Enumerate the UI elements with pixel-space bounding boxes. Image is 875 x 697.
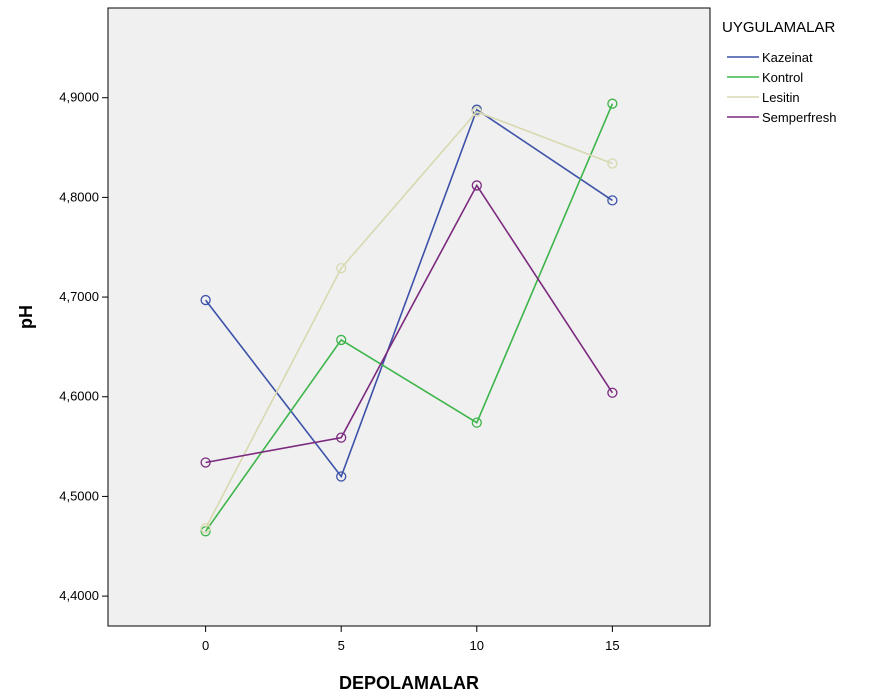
plot-area [107, 7, 711, 627]
legend-item: Lesitin [727, 90, 800, 105]
series-layer [200, 98, 618, 537]
y-tick-label: 4,9000 [59, 90, 99, 105]
data-point [200, 294, 211, 306]
series-lesitin [200, 106, 618, 534]
x-axis: 0 5 10 15 [202, 626, 620, 653]
legend-item: Kazeinat [727, 50, 813, 65]
x-tick-label: 10 [470, 638, 484, 653]
data-point [200, 457, 211, 468]
series-line [204, 110, 613, 529]
data-point [336, 432, 347, 443]
legend-label: Kontrol [762, 70, 803, 85]
series-line [205, 183, 614, 464]
y-axis: 4,4000 4,5000 4,6000 4,7000 4,8000 4,9000 [59, 90, 108, 603]
legend-label: Kazeinat [762, 50, 813, 65]
data-point [336, 263, 347, 274]
y-axis-title: pH [16, 305, 36, 329]
x-tick-label: 5 [338, 638, 345, 653]
series-semperfresh [200, 180, 618, 468]
data-point [471, 417, 482, 428]
data-point [607, 158, 618, 169]
legend-item: Semperfresh [727, 110, 836, 125]
y-tick-label: 4,6000 [59, 389, 99, 404]
legend: UYGULAMALAR Kazeinat Kontrol Lesitin Semper… [722, 19, 836, 125]
data-point [471, 180, 482, 191]
y-tick-label: 4,4000 [59, 588, 99, 603]
legend-items: Kazeinat Kontrol Lesitin Semperfresh [727, 50, 836, 125]
data-point [336, 471, 347, 482]
legend-title: UYGULAMALAR [722, 19, 836, 36]
data-point [607, 195, 618, 206]
data-point [471, 106, 482, 117]
y-tick-label: 4,7000 [59, 289, 99, 304]
series-line [204, 103, 614, 532]
data-point [607, 387, 618, 398]
data-point [200, 523, 211, 534]
y-tick-label: 4,5000 [59, 488, 99, 503]
x-axis-title: DEPOLAMALAR [339, 673, 479, 693]
legend-label: Lesitin [762, 90, 800, 105]
x-tick-label: 15 [605, 638, 619, 653]
data-point [607, 98, 618, 109]
legend-item: Kontrol [727, 70, 803, 85]
legend-label: Semperfresh [762, 110, 836, 125]
x-tick-label: 0 [202, 638, 209, 653]
data-point [336, 334, 347, 346]
y-tick-label: 4,8000 [59, 189, 99, 204]
series-line [204, 108, 613, 479]
